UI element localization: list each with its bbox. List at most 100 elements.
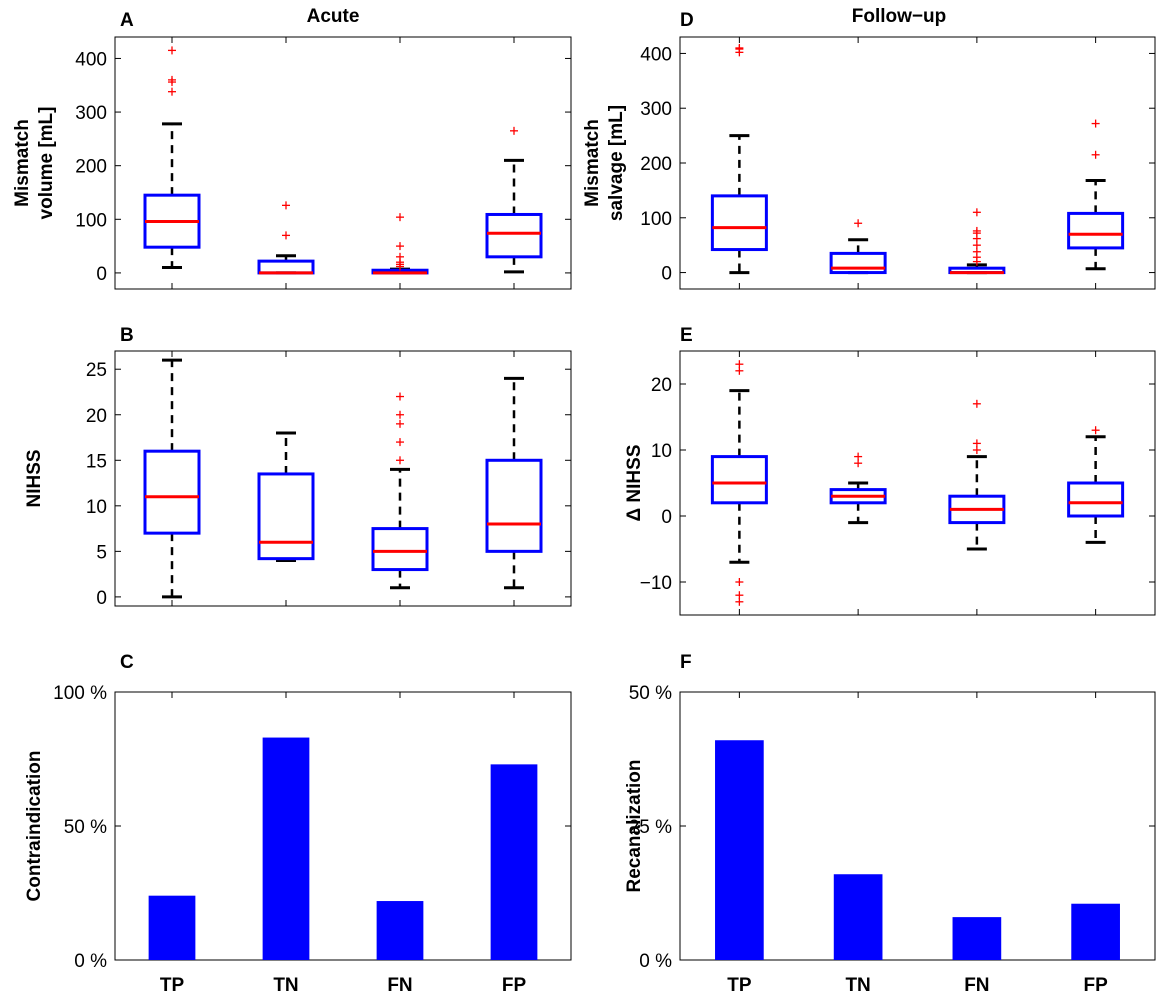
bar xyxy=(833,874,883,960)
y-tick-label: 10 xyxy=(86,497,107,518)
y-tick-label: 0 xyxy=(661,264,672,285)
outlier-marker xyxy=(396,392,404,401)
panel-b: B 0 5 10 15 20 25 NIHSS xyxy=(24,325,572,609)
outlier-marker xyxy=(735,597,744,606)
y-axis-label-line: salvage [mL] xyxy=(606,105,627,221)
y-tick-label: 5 xyxy=(96,542,107,563)
category-label: FN xyxy=(387,975,412,996)
y-axis-label: Contraindication xyxy=(24,751,45,902)
outlier-marker xyxy=(735,578,744,586)
bar xyxy=(262,737,310,960)
bar xyxy=(148,895,196,960)
y-tick-label: 0 % xyxy=(639,951,672,972)
bar xyxy=(1071,903,1120,960)
panel-letter: E xyxy=(680,325,693,346)
panel-e: E −10 0 10 20 Δ NIHSS xyxy=(624,325,1156,616)
outlier-marker xyxy=(168,78,176,87)
panel-f: F 0 % 25 % 50 % TP TN FN FP Recanalization xyxy=(624,652,1156,996)
y-tick-label: 100 xyxy=(640,209,672,230)
y-axis-label-line: NIHSS xyxy=(24,449,45,507)
y-tick-label: 400 xyxy=(640,44,672,65)
box xyxy=(257,259,315,275)
outlier-marker xyxy=(282,231,290,240)
y-tick-label: 15 xyxy=(86,451,107,472)
outlier-marker xyxy=(735,360,744,369)
outlier-marker xyxy=(1091,426,1100,435)
axes-frame xyxy=(679,36,1156,290)
box xyxy=(710,455,768,505)
y-tick-label: 20 xyxy=(651,375,672,396)
y-tick-label: 50 % xyxy=(64,817,107,838)
y-tick-label: 200 xyxy=(75,157,107,178)
bar xyxy=(952,917,1002,960)
category-label: FP xyxy=(1083,975,1108,996)
y-axis-label-line: volume [mL] xyxy=(36,107,57,220)
panel-letter: F xyxy=(680,652,692,673)
panel-letter: C xyxy=(120,652,134,673)
outlier-marker xyxy=(396,438,404,447)
column-title-acute: Acute xyxy=(307,6,360,27)
outlier-marker xyxy=(972,399,981,408)
y-axis-label-line: Δ NIHSS xyxy=(624,444,645,521)
panel-d: D 0 100 200 300 400 Mismatch salvage [mL] xyxy=(582,10,1156,290)
y-axis-label: Recanalization xyxy=(624,759,645,892)
box xyxy=(1067,211,1125,250)
axes-frame xyxy=(114,350,572,607)
box xyxy=(485,212,543,259)
y-tick-label: 100 % xyxy=(53,683,107,704)
outlier-marker xyxy=(396,262,404,271)
outlier-marker xyxy=(396,410,404,419)
category-label: TP xyxy=(727,975,752,996)
bar xyxy=(490,764,538,960)
outlier-marker xyxy=(396,419,404,428)
outlier-marker xyxy=(854,452,863,461)
category-label: FP xyxy=(502,975,527,996)
bar xyxy=(715,740,764,960)
y-tick-label: 0 % xyxy=(74,951,107,972)
y-axis-label-line: Mismatch xyxy=(582,119,603,207)
panel-a: A 0 100 200 300 400 Mismatch volume [mL] xyxy=(12,10,572,290)
panel-letter: A xyxy=(120,10,134,31)
y-tick-label: 0 xyxy=(96,588,107,609)
y-tick-label: 400 xyxy=(75,49,107,70)
box xyxy=(710,194,768,252)
category-label: TN xyxy=(845,975,870,996)
panel-c: C 0 % 50 % 100 % TP TN FN FP Contraindication xyxy=(24,652,572,996)
y-tick-label: −10 xyxy=(640,573,672,594)
outlier-marker xyxy=(396,456,404,465)
outlier-marker xyxy=(972,208,981,217)
y-tick-label: 300 xyxy=(75,103,107,124)
y-tick-label: 100 xyxy=(75,210,107,231)
y-tick-label: 300 xyxy=(640,99,672,120)
box xyxy=(257,472,315,561)
y-tick-label: 50 % xyxy=(629,683,672,704)
y-axis-label-line: Recanalization xyxy=(624,759,645,892)
box xyxy=(1067,481,1125,518)
y-tick-label: 0 xyxy=(661,507,672,528)
box xyxy=(485,458,543,553)
y-tick-label: 20 xyxy=(86,406,107,427)
y-axis-label-line: Mismatch xyxy=(12,119,33,207)
outlier-marker xyxy=(735,43,744,52)
category-label: FN xyxy=(964,975,989,996)
y-tick-label: 10 xyxy=(651,441,672,462)
outlier-marker xyxy=(396,242,404,251)
outlier-marker xyxy=(1091,119,1100,128)
outlier-marker xyxy=(972,226,981,235)
outlier-marker xyxy=(854,219,863,228)
y-axis-label: NIHSS xyxy=(24,449,45,507)
outlier-marker xyxy=(168,46,176,55)
y-axis-label: Δ NIHSS xyxy=(624,444,645,521)
y-tick-label: 25 xyxy=(86,360,107,381)
outlier-marker xyxy=(396,213,404,222)
category-label: TN xyxy=(273,975,298,996)
axes-frame xyxy=(114,36,572,290)
outlier-marker xyxy=(1091,150,1100,159)
y-tick-label: 25 % xyxy=(629,817,672,838)
outlier-marker xyxy=(510,126,518,135)
y-axis-label: Mismatch volume [mL] xyxy=(12,107,57,220)
box xyxy=(371,527,429,572)
category-label: TP xyxy=(160,975,185,996)
y-tick-label: 0 xyxy=(96,264,107,285)
y-axis-label: Mismatch salvage [mL] xyxy=(582,105,627,221)
